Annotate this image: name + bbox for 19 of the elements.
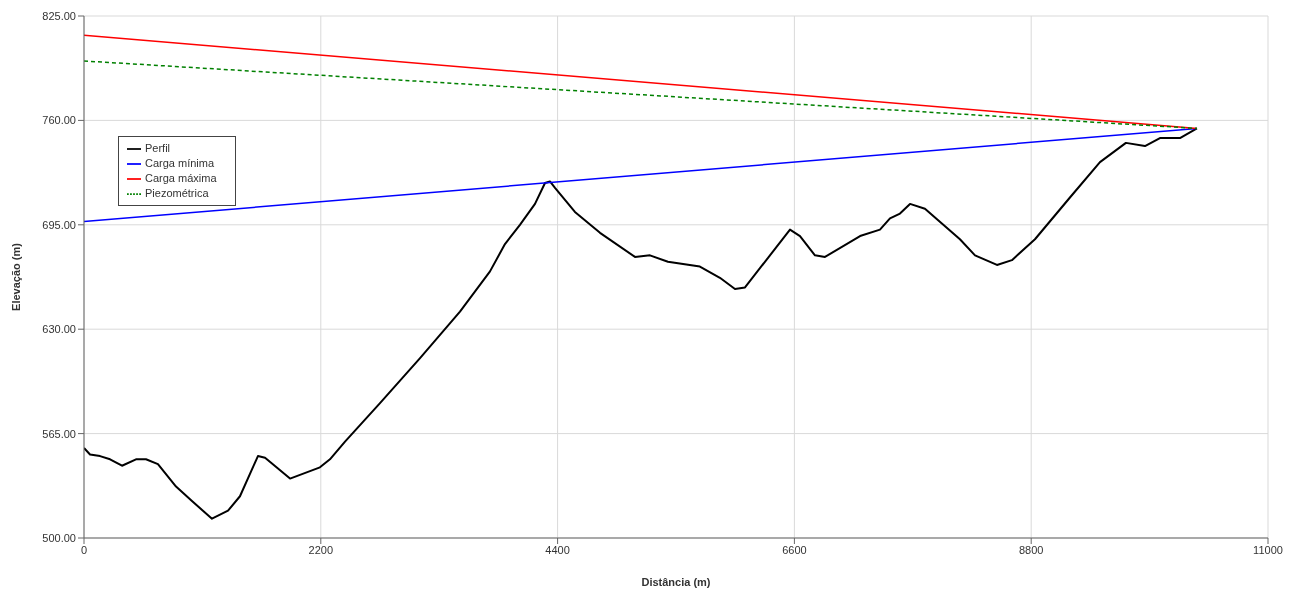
y-tick-label: 695.00 <box>42 218 76 231</box>
x-tick-label: 4400 <box>545 543 570 556</box>
legend-label: Carga máxima <box>145 172 217 185</box>
x-tick-label: 6600 <box>782 543 807 556</box>
y-tick-label: 565.00 <box>42 427 76 440</box>
y-tick-label: 630.00 <box>42 323 76 336</box>
legend-label: Perfil <box>145 142 171 154</box>
y-tick-label: 760.00 <box>42 114 76 127</box>
legend-label: Carga mínima <box>145 157 215 170</box>
y-tick-label: 825.00 <box>42 9 76 22</box>
x-tick-label: 11000 <box>1253 543 1283 556</box>
y-axis-title: Elevação (m) <box>9 242 22 311</box>
y-tick-label: 500.00 <box>42 531 76 544</box>
legend-label: Piezométrica <box>145 187 209 200</box>
x-tick-label: 0 <box>80 543 88 556</box>
line-series <box>84 127 1198 520</box>
x-tick-label: 2200 <box>308 543 334 556</box>
x-tick-label: 8800 <box>1018 543 1044 556</box>
x-axis-title: Distância (m) <box>641 576 711 588</box>
